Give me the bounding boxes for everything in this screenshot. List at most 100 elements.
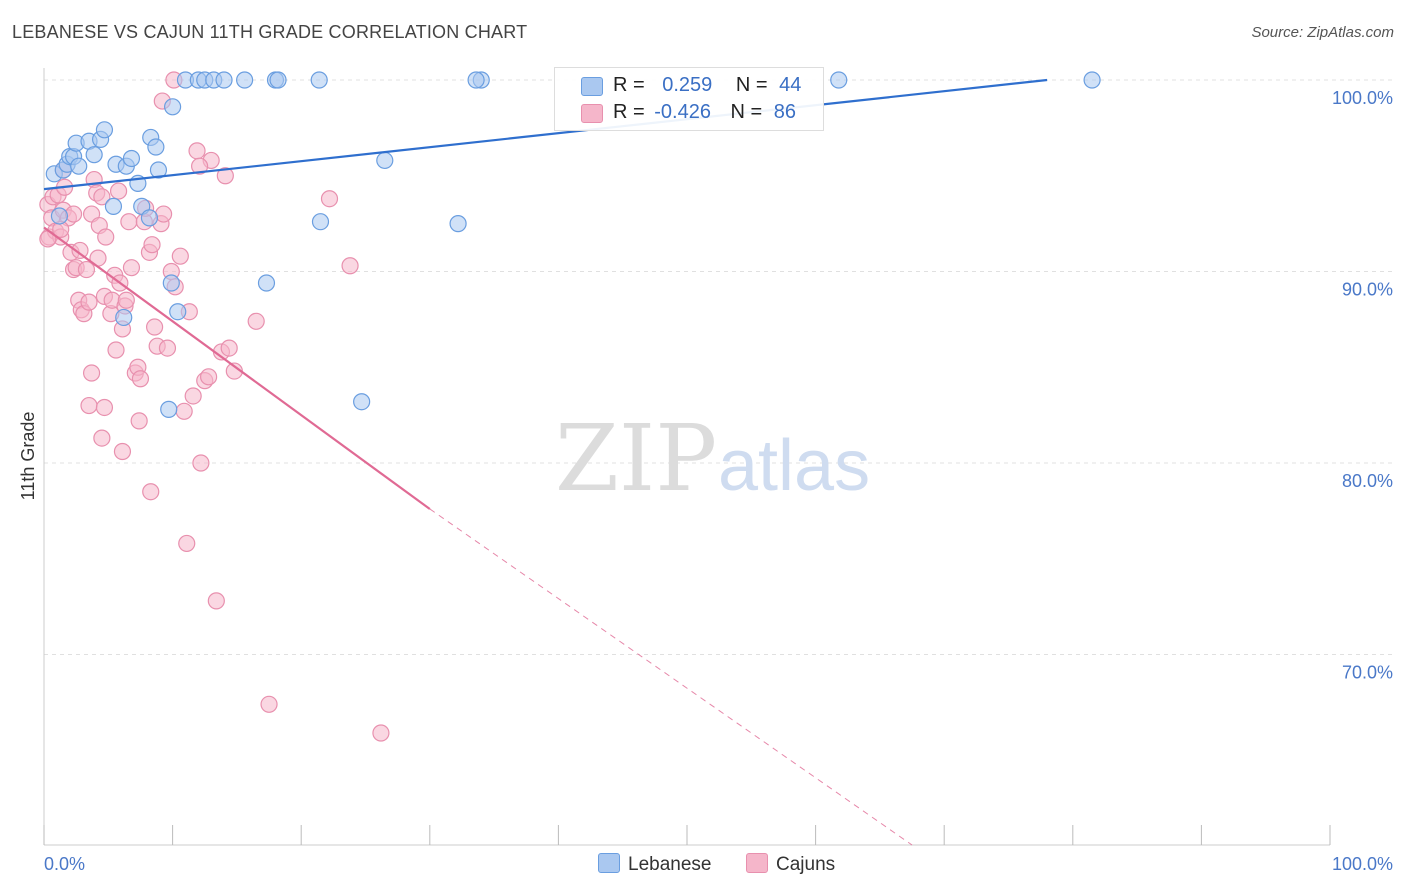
cajun-point [80,293,98,311]
legend-r-label: R = [613,101,645,123]
lebanese-point [449,215,467,233]
lebanese-point [376,151,394,170]
watermark: ZIP atlas [555,405,870,512]
cajun-point [145,318,164,336]
watermark-zip: ZIP [555,405,717,512]
cajun-point [247,312,265,330]
cajun-point [93,429,111,447]
y-tick-label: 70.0% [1342,663,1393,683]
cajun-point [97,228,115,246]
lebanese-point [162,274,180,292]
x-tick-right: 100.0% [1332,854,1393,874]
lebanese-point [164,98,182,116]
cajun-point [372,724,390,742]
lebanese-point [104,197,123,215]
cajun-point [192,454,210,472]
lebanese-points [45,71,1101,418]
lebanese-point [115,308,133,327]
cajun-point [82,364,101,382]
cajun-point [64,205,83,223]
cajun-point [178,534,196,553]
cajun-point [131,370,150,388]
lebanese-point [147,138,165,156]
lebanese-point [160,400,178,418]
trend-lines [43,78,1048,846]
legend-swatch-cajuns [581,104,603,123]
lebanese-point [353,393,371,411]
cajun-point [122,259,141,277]
cajun-trend-extension [429,508,913,846]
cajun-point [175,402,193,420]
cajun-point [130,412,148,430]
lebanese-point [140,209,159,227]
cajun-point [220,339,238,357]
cajun-point [154,205,173,223]
lebanese-point [215,71,233,89]
cajun-point [191,157,209,175]
cajun-point [107,341,125,359]
watermark-atlas: atlas [718,426,870,506]
legend-n-value: 86 [773,101,797,123]
bottom-legend-lebanese: Lebanese [598,853,711,876]
y-tick-label: 80.0% [1342,471,1393,491]
cajun-point [216,167,234,185]
legend-row-lebanese: R = 0.259 N = 44 [555,74,823,100]
lebanese-point [50,207,69,225]
bottom-swatch-cajuns [746,853,768,873]
y-axis-label: 11th Grade [18,412,38,501]
lebanese-point [95,121,114,139]
cajun-point [113,442,132,461]
cajun-point [188,142,206,160]
stats-legend: R = 0.259 N = 44 R = -0.426 N = 86 [554,67,824,131]
bottom-legend-lebanese-label: Lebanese [628,854,712,875]
lebanese-point [467,71,485,89]
cajun-point [200,368,218,386]
cajun-point [184,387,202,405]
legend-r-value: 0.259 [662,74,713,96]
cajun-points [39,71,390,742]
cajun-point [117,291,135,309]
cajun-point [260,695,278,713]
legend-swatch-lebanese [581,77,603,96]
cajun-point [341,257,359,275]
lebanese-point [85,146,103,164]
lebanese-point [830,71,848,89]
cajun-point [158,339,177,357]
legend-r-value: -0.426 [654,101,711,123]
cajun-point [207,592,225,610]
lebanese-point [122,149,141,168]
cajun-point [171,247,189,265]
bottom-legend-cajuns: Cajuns [746,853,835,876]
bottom-legend-cajuns-label: Cajuns [776,854,836,875]
cajun-point [143,236,161,254]
lebanese-point [257,274,276,292]
source-label: Source: ZipAtlas.com [1251,24,1394,41]
lebanese-point [311,213,330,231]
cajun-trend-line [43,226,431,510]
chart-title: LEBANESE VS CAJUN 11TH GRADE CORRELATION… [12,22,528,42]
cajun-point [109,182,128,200]
cajun-point [77,260,96,279]
cajun-point [142,483,160,501]
legend-n-label: N = [730,101,763,123]
x-tick-left: 0.0% [44,854,85,874]
legend-r-label: R = [613,74,645,96]
y-tick-label: 100.0% [1332,88,1393,108]
cajun-point [320,190,339,208]
lebanese-point [1083,71,1101,89]
cajun-point [71,241,89,260]
cajun-point [120,213,138,231]
axis-labels: 11th Grade 0.0% 100.0% 100.0% 90.0% 80.0% 7… [18,88,1393,874]
legend-row-cajuns: R = -0.426 N = 86 [555,101,823,127]
lebanese-point [310,71,328,89]
cajun-point [93,188,111,206]
lebanese-point [149,161,168,179]
lebanese-point [236,71,254,89]
y-tick-label: 90.0% [1342,280,1393,300]
bottom-swatch-lebanese [598,853,620,873]
lebanese-point [70,157,88,175]
cajun-point [80,396,98,415]
lebanese-trend-line [43,78,1048,191]
cajun-point [95,398,114,417]
